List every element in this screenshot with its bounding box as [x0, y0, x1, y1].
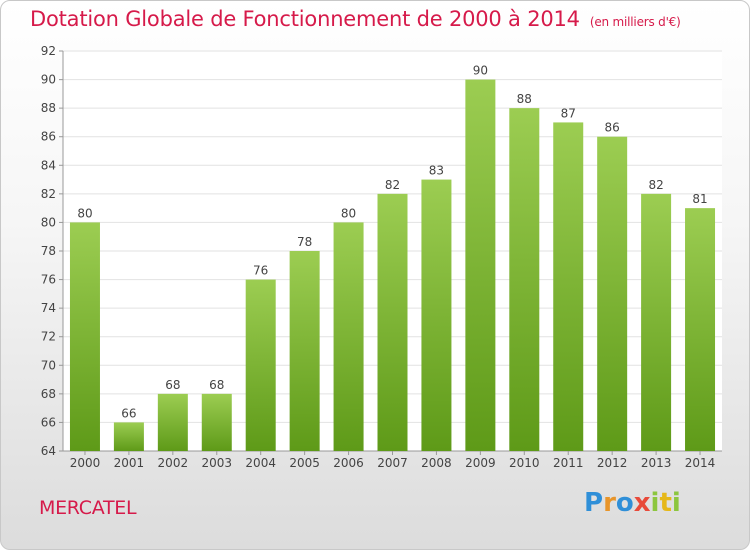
- bar-2001: [113, 422, 144, 451]
- y-tick-label: 80: [41, 215, 56, 229]
- value-label-2002: 68: [165, 378, 180, 392]
- value-label-2003: 68: [209, 378, 224, 392]
- x-tick-label: 2005: [289, 456, 320, 470]
- y-tick-label: 92: [41, 44, 56, 58]
- value-label-2001: 66: [121, 406, 136, 420]
- value-label-2013: 82: [648, 178, 663, 192]
- y-tick-label: 90: [41, 73, 56, 87]
- value-label-2014: 81: [692, 192, 707, 206]
- chart-title: Dotation Globale de Fonctionnement de 20…: [30, 7, 681, 31]
- y-tick-label: 72: [41, 330, 56, 344]
- bar-2008: [421, 179, 452, 452]
- value-label-2009: 90: [473, 64, 488, 78]
- x-tick-label: 2008: [421, 456, 452, 470]
- bar-2000: [69, 222, 100, 451]
- value-label-2000: 80: [77, 206, 92, 220]
- value-label-2005: 78: [297, 235, 312, 249]
- bar-2005: [289, 251, 320, 451]
- proxiti-logo[interactable]: Proxiti: [584, 488, 681, 518]
- x-tick-label: 2007: [377, 456, 408, 470]
- bar-2010: [509, 108, 540, 452]
- x-tick-label: 2014: [685, 456, 716, 470]
- x-tick-label: 2003: [201, 456, 232, 470]
- bar-2013: [641, 193, 672, 451]
- y-tick-label: 66: [41, 415, 56, 429]
- commune-name: MERCATEL: [39, 497, 137, 519]
- x-tick-label: 2010: [509, 456, 540, 470]
- bar-2006: [333, 222, 364, 451]
- y-tick-label: 68: [41, 387, 56, 401]
- y-tick-label: 82: [41, 187, 56, 201]
- value-label-2012: 86: [605, 121, 620, 135]
- bars: [69, 79, 716, 452]
- x-tick-label: 2011: [553, 456, 584, 470]
- x-tick-label: 2013: [641, 456, 672, 470]
- y-tick-label: 74: [41, 301, 56, 315]
- y-tick-label: 78: [41, 244, 56, 258]
- y-tick-label: 86: [41, 130, 56, 144]
- x-tick-label: 2012: [597, 456, 628, 470]
- value-label-2010: 88: [517, 92, 532, 106]
- bar-2003: [201, 393, 232, 451]
- y-tick-label: 76: [41, 273, 56, 287]
- x-tick-label: 2004: [245, 456, 276, 470]
- bar-2012: [597, 136, 628, 451]
- x-tick-label: 2009: [465, 456, 496, 470]
- x-tick-label: 2006: [333, 456, 364, 470]
- y-tick-label: 70: [41, 358, 56, 372]
- chart-title-text: Dotation Globale de Fonctionnement de 20…: [30, 7, 580, 31]
- bar-2009: [465, 79, 496, 452]
- bar-2011: [553, 122, 584, 451]
- value-label-2008: 83: [429, 164, 444, 178]
- x-tick-label: 2001: [114, 456, 145, 470]
- value-label-2007: 82: [385, 178, 400, 192]
- y-tick-label: 88: [41, 101, 56, 115]
- x-tick-label: 2000: [70, 456, 101, 470]
- bar-2014: [685, 208, 716, 451]
- value-label-2006: 80: [341, 206, 356, 220]
- value-label-2011: 87: [561, 106, 576, 120]
- y-tick-label: 84: [41, 158, 56, 172]
- y-tick-label: 64: [41, 444, 56, 458]
- value-labels: 80 66 68 68 76 78 80 82 83 90 88 87 86 82 81: [77, 64, 707, 421]
- x-tick-label: 2002: [158, 456, 189, 470]
- chart-subtitle: (en milliers d'€): [589, 15, 681, 29]
- bar-2007: [377, 193, 408, 451]
- bar-2002: [157, 393, 188, 451]
- bar-2004: [245, 279, 276, 451]
- value-label-2004: 76: [253, 264, 268, 278]
